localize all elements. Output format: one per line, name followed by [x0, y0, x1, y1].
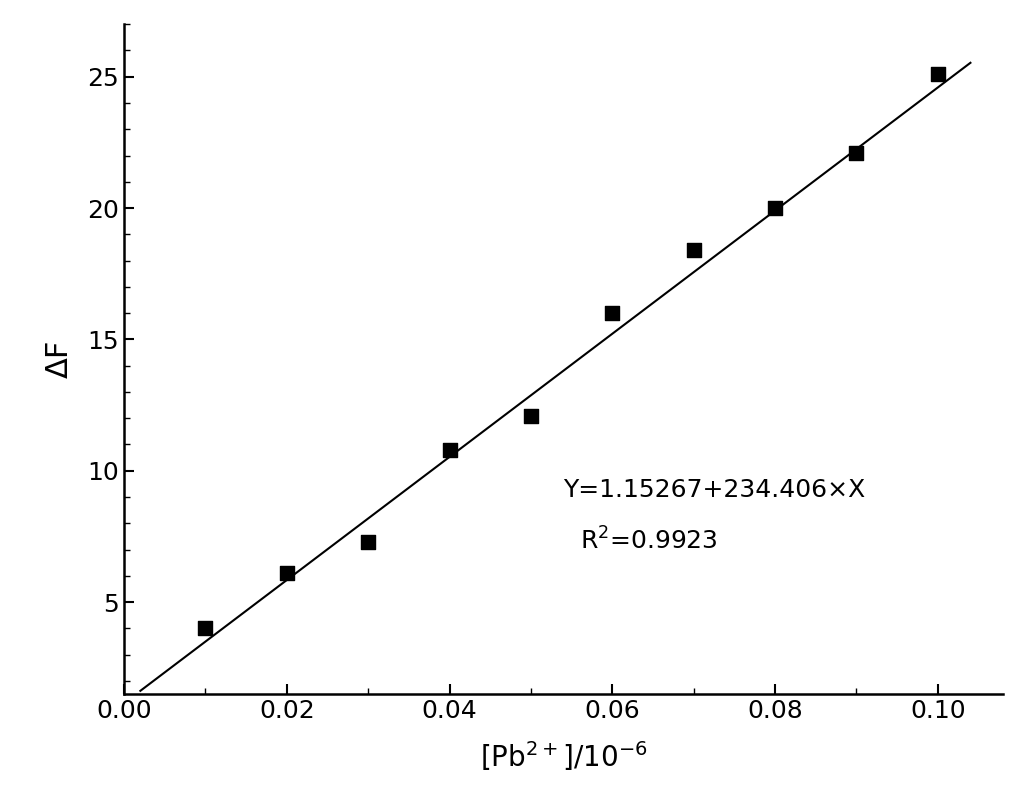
Y-axis label: ΔF: ΔF [44, 340, 73, 378]
Point [278, 567, 295, 579]
Point [197, 622, 214, 635]
Text: Y=1.15267+234.406×X: Y=1.15267+234.406×X [564, 479, 865, 502]
Point [767, 202, 784, 215]
Point [523, 409, 540, 422]
Point [848, 146, 864, 159]
Point [930, 68, 946, 81]
Point [604, 307, 620, 320]
Point [360, 535, 376, 548]
X-axis label: [Pb$^{2+}$]/10$^{-6}$: [Pb$^{2+}$]/10$^{-6}$ [480, 739, 647, 773]
Point [686, 244, 702, 257]
Point [442, 443, 458, 456]
Text: R$^2$=0.9923: R$^2$=0.9923 [580, 528, 718, 554]
